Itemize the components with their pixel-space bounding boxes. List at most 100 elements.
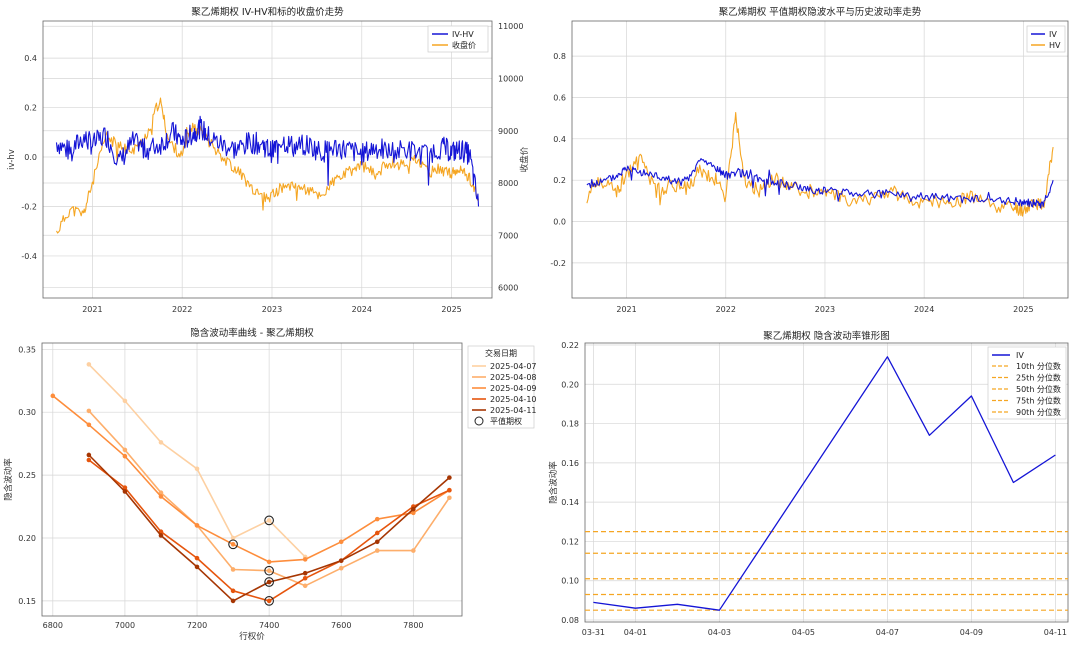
chart3-data-point (86, 457, 92, 463)
chart3-data-point (302, 583, 308, 589)
chart3-data-point (86, 422, 92, 428)
chart4-xtick-label: 03-31 (582, 628, 605, 637)
chart3-data-point (338, 565, 344, 571)
chart4-iv-line (593, 356, 1056, 611)
chart3-legend-label: 2025-04-11 (490, 406, 537, 415)
chart3-data-point (86, 408, 92, 414)
chart3-atm-marker (264, 596, 274, 606)
chart1-legend-label: 收盘价 (452, 40, 476, 50)
chart3-xtick-label: 7600 (331, 621, 351, 630)
chart3-data-point (411, 510, 416, 516)
chart3-data-point (122, 447, 128, 453)
chart3-data-point (122, 485, 128, 490)
chart4-xtick-label: 04-01 (624, 628, 647, 637)
chart3-atm-marker (264, 565, 274, 576)
chart3-data-point (411, 548, 416, 553)
chart3-data-point (338, 558, 344, 563)
chart3-legend-label: 2025-04-08 (490, 373, 537, 382)
chart4-ytick-label: 0.10 (561, 577, 579, 586)
chart3-data-point (230, 598, 236, 604)
chart3-data-point (122, 489, 128, 494)
chart3-data-point (302, 557, 308, 562)
chart1-ylabel: iv-hv (7, 149, 17, 170)
chart3-data-point (266, 598, 272, 604)
chart4-ytick-label: 0.22 (561, 341, 579, 350)
chart3-title: 隐含波动率曲线 - 聚乙烯期权 (190, 327, 314, 339)
chart1-ytick-label: 0.2 (24, 104, 37, 113)
chart1-xtick-label: 2024 (352, 305, 372, 314)
chart3-ytick-label: 0.15 (18, 597, 36, 606)
chart3-legend-title: 交易日期 (485, 348, 517, 358)
chart3-data-point (411, 506, 416, 512)
chart3-atm-marker (228, 539, 238, 550)
chart1-xtick-label: 2025 (441, 305, 461, 314)
chart2-ytick-label: 0.2 (553, 176, 566, 185)
chart3-xlabel: 行权价 (239, 631, 265, 642)
chart3-series-line-2025-04-09 (52, 395, 450, 563)
chart2-legend-label: IV (1049, 30, 1057, 39)
chart3-atm-marker (264, 515, 274, 526)
chart3-xtick-label: 7400 (259, 621, 279, 630)
chart3-data-point (158, 440, 164, 445)
chart1-legend-label: IV-HV (452, 30, 474, 39)
chart3-data-point (374, 530, 380, 536)
chart3-ytick-label: 0.25 (18, 471, 36, 480)
chart4-legend-label: IV (1016, 351, 1024, 360)
chart4-ytick-label: 0.08 (561, 616, 579, 625)
chart1-y2tick-label: 6000 (498, 284, 518, 293)
chart3-atm-marker (264, 577, 274, 587)
chart1-frame (42, 20, 493, 299)
chart3-data-point (158, 490, 164, 496)
chart3-data-point (230, 541, 236, 547)
chart1-ytick-label: 0.4 (24, 54, 37, 63)
chart3-data-point (374, 516, 380, 522)
chart2-ytick-label: 0.6 (553, 93, 566, 102)
chart2-ytick-label: 0.4 (553, 135, 566, 144)
chart3-data-point (230, 567, 236, 572)
chart2-xtick-label: 2022 (716, 305, 736, 314)
chart1-series-ivhv-line (55, 115, 480, 207)
chart1-ytick-label: -0.2 (21, 202, 37, 211)
chart3-data-point (122, 453, 128, 459)
chart4-ytick-label: 0.20 (561, 380, 579, 389)
chart3-ytick-label: 0.20 (18, 534, 36, 543)
chart3-xtick-label: 7000 (115, 621, 135, 630)
chart3-legend-box (467, 345, 535, 429)
chart4-xtick-label: 04-09 (960, 628, 983, 637)
chart1-title: 聚乙烯期权 IV-HV和标的收盘价走势 (191, 6, 344, 18)
chart3-data-point (194, 555, 200, 561)
chart1-ytick-label: 0.0 (24, 153, 37, 162)
chart1-legend-box (427, 25, 489, 53)
chart2-series-iv-line (586, 158, 1054, 209)
chart3-data-point (302, 575, 308, 581)
chart4-xtick-label: 04-07 (876, 628, 899, 637)
chart1-y2tick-label: 10000 (498, 74, 523, 83)
chart3-data-point (266, 568, 272, 574)
chart3-data-point (50, 393, 56, 399)
chart1-y2tick-label: 8000 (498, 179, 518, 188)
chart3-data-point (374, 548, 380, 553)
chart3-data-point (194, 466, 200, 472)
chart3-ylabel: 隐含波动率 (3, 458, 14, 501)
chart4-ytick-label: 0.14 (561, 498, 579, 507)
chart3-data-point (122, 398, 128, 404)
chart1-series-close-line (56, 97, 480, 234)
chart1-y2tick-label: 9000 (498, 127, 518, 136)
chart3-legend-atm-label: 平值期权 (490, 416, 522, 426)
chart3-data-point (338, 539, 344, 545)
chart3-xtick-label: 6800 (43, 621, 63, 630)
chart3-data-point (302, 570, 308, 576)
chart4-xtick-label: 04-05 (792, 628, 815, 637)
chart3-xtick-label: 7800 (403, 621, 423, 630)
chart2-frame (571, 20, 1069, 299)
chart2-xtick-label: 2023 (815, 305, 835, 314)
chart1-xtick-label: 2023 (262, 305, 282, 314)
chart4-legend-box (987, 346, 1067, 420)
chart4-frame (584, 342, 1069, 623)
chart3-data-point (230, 535, 236, 541)
chart3-data-point (447, 495, 452, 501)
chart2-xtick-label: 2021 (616, 305, 636, 314)
chart3-data-point (158, 494, 164, 499)
